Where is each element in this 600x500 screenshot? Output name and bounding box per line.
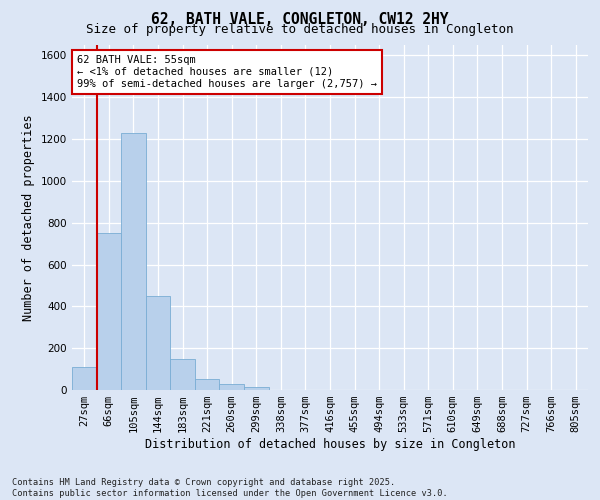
Bar — [121, 133, 146, 390]
X-axis label: Distribution of detached houses by size in Congleton: Distribution of detached houses by size … — [145, 438, 515, 451]
Bar — [195, 378, 220, 390]
Text: 62, BATH VALE, CONGLETON, CW12 2HY: 62, BATH VALE, CONGLETON, CW12 2HY — [151, 12, 449, 28]
Text: 62 BATH VALE: 55sqm
← <1% of detached houses are smaller (12)
99% of semi-detach: 62 BATH VALE: 55sqm ← <1% of detached ho… — [77, 56, 377, 88]
Bar — [97, 233, 121, 390]
Y-axis label: Number of detached properties: Number of detached properties — [22, 114, 35, 321]
Bar — [244, 387, 269, 390]
Bar — [170, 358, 195, 390]
Bar — [146, 296, 170, 390]
Text: Size of property relative to detached houses in Congleton: Size of property relative to detached ho… — [86, 22, 514, 36]
Bar — [72, 367, 97, 390]
Text: Contains HM Land Registry data © Crown copyright and database right 2025.
Contai: Contains HM Land Registry data © Crown c… — [12, 478, 448, 498]
Bar — [220, 384, 244, 390]
